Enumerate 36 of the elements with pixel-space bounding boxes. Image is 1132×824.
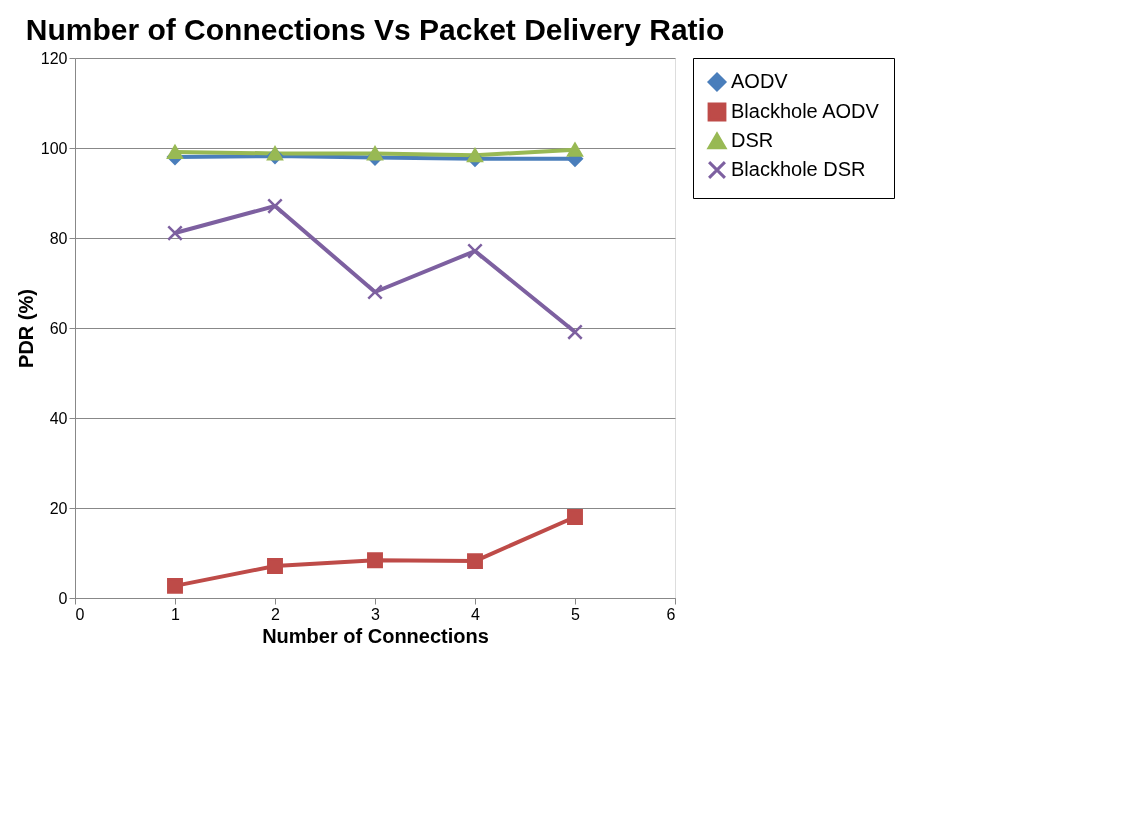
point	[467, 243, 483, 260]
x-tick-label: 6	[666, 605, 676, 623]
x-tick-label: 2	[271, 605, 281, 623]
point	[167, 577, 183, 594]
point	[467, 148, 483, 163]
point	[567, 324, 583, 341]
point	[367, 552, 383, 569]
point	[267, 558, 283, 575]
point	[567, 509, 583, 525]
point	[367, 284, 383, 300]
point	[167, 225, 183, 242]
y-tick-label: 100	[40, 139, 68, 157]
x-tick-label: 4	[471, 605, 481, 623]
point	[567, 142, 583, 157]
x-tick-label: 5	[571, 605, 581, 623]
y-tick-label: 0	[58, 589, 68, 607]
point	[267, 146, 283, 161]
point	[167, 144, 183, 160]
y-tick-label: 120	[40, 49, 68, 67]
point	[267, 198, 283, 215]
legend-label: Blackhole AODV	[731, 100, 880, 122]
y-tick-label: 80	[49, 229, 68, 247]
x-tick-label: 0	[75, 605, 85, 623]
point	[467, 553, 483, 570]
legend-label: Blackhole DSR	[731, 158, 866, 180]
legend-label: DSR	[731, 129, 774, 151]
y-tick-label: 20	[49, 499, 68, 517]
y-tick-label: 60	[49, 319, 68, 337]
legend-label: AODV	[731, 70, 789, 92]
y-tick-label: 40	[49, 409, 68, 427]
x-axis-title: Number of Connections	[262, 624, 489, 647]
y-axis-title: PDR (%)	[14, 289, 37, 368]
x-tick-label: 1	[171, 605, 181, 623]
point	[367, 146, 383, 161]
x-tick-label: 3	[371, 605, 381, 623]
chart-title: Number of Connections Vs Packet Delivery Ratio	[25, 13, 725, 46]
